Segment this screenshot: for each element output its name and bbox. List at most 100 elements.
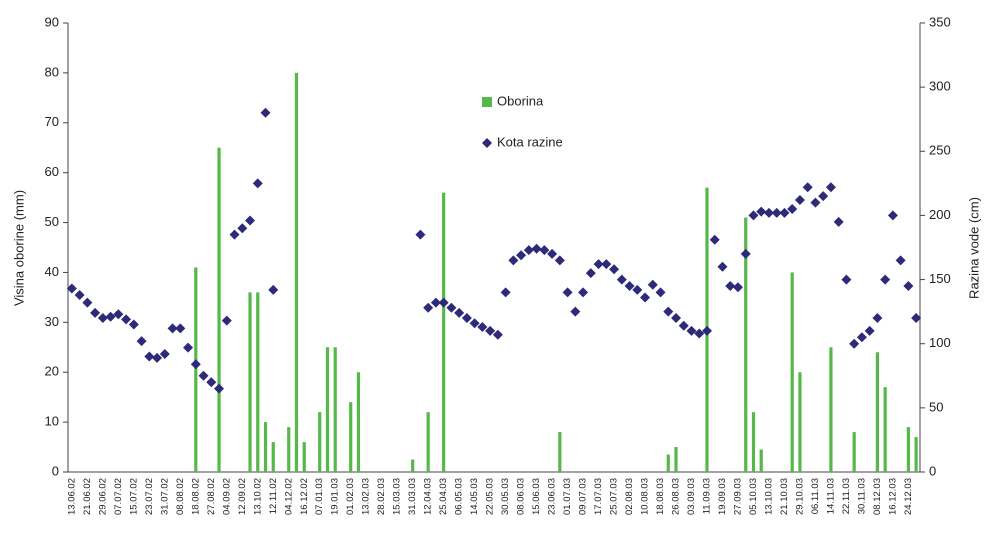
bar: [356, 372, 361, 472]
point: [237, 223, 248, 234]
x-tick-label: 02.08.03: [624, 478, 635, 515]
y-tick-label: 10: [45, 414, 59, 429]
x-tick-label: 03.09.03: [686, 478, 697, 515]
point: [903, 280, 914, 291]
point: [539, 245, 550, 256]
bar: [217, 147, 221, 472]
y2-tick-label: 100: [929, 335, 951, 350]
x-tick-label: 21.06.02: [82, 478, 93, 515]
x-tick-label: 07.01.03: [314, 478, 325, 515]
point: [748, 210, 759, 221]
bar: [263, 422, 268, 472]
x-tick-label: 25.04.03: [438, 478, 449, 515]
y-tick-label: 50: [45, 214, 59, 229]
point: [647, 279, 658, 290]
x-tick-label: 15.07.02: [128, 478, 139, 515]
x-tick-label: 31.07.02: [159, 478, 170, 515]
point: [818, 191, 829, 202]
point: [825, 182, 836, 193]
point: [66, 283, 77, 294]
point: [190, 359, 201, 370]
point: [221, 315, 232, 326]
bar: [751, 412, 756, 472]
point: [663, 306, 674, 317]
x-tick-label: 23.06.03: [547, 478, 558, 515]
point: [159, 348, 170, 359]
x-tick-label: 10.08.03: [640, 478, 651, 515]
point: [887, 210, 898, 221]
bar: [829, 347, 833, 472]
point: [430, 297, 441, 308]
x-tick-label: 01.02.03: [345, 478, 356, 515]
x-tick-label: 16.12.03: [887, 478, 898, 515]
point: [152, 352, 163, 363]
legend-label: Oborina: [497, 93, 544, 108]
point: [732, 282, 743, 293]
x-tick-label: 06.05.03: [454, 478, 465, 515]
x-tick-label: 04.09.02: [221, 478, 232, 515]
x-tick-label: 09.07.03: [578, 478, 589, 515]
point: [492, 329, 503, 340]
x-tick-label: 13.10.02: [252, 478, 263, 515]
point: [268, 284, 279, 295]
point: [128, 319, 139, 330]
y-tick-label: 70: [45, 114, 59, 129]
bar: [325, 347, 330, 472]
bar: [798, 372, 802, 472]
bar: [852, 432, 856, 472]
point: [740, 248, 751, 259]
point: [802, 182, 813, 193]
y-axis-title: Visina oborine (mm): [11, 190, 26, 306]
bar: [271, 442, 275, 472]
x-tick-label: 27.08.02: [206, 478, 217, 515]
x-tick-label: 22.11.03: [841, 478, 852, 514]
x-tick-label: 12.04.03: [423, 478, 434, 515]
x-tick-label: 08.12.03: [872, 478, 883, 515]
point: [864, 325, 875, 336]
point: [678, 320, 689, 331]
legend-marker: [482, 138, 492, 148]
point: [779, 207, 790, 218]
bar: [906, 427, 910, 472]
point: [508, 255, 519, 266]
bar: [759, 449, 763, 472]
point: [206, 377, 217, 388]
x-tick-label: 04.12.02: [283, 478, 294, 515]
bar: [666, 454, 670, 472]
point: [252, 178, 263, 189]
point: [454, 307, 465, 318]
x-tick-label: 23.07.02: [144, 478, 155, 515]
point: [175, 323, 186, 334]
point: [895, 255, 906, 266]
point: [423, 302, 434, 313]
x-tick-label: 08.06.03: [516, 478, 527, 515]
point: [632, 284, 643, 295]
x-tick-label: 18.08.02: [190, 478, 201, 515]
point: [97, 313, 108, 324]
x-tick-label: 28.02.03: [376, 478, 387, 515]
x-tick-label: 13.10.03: [763, 478, 774, 515]
bar: [287, 427, 291, 472]
bar: [883, 387, 887, 472]
point: [725, 280, 736, 291]
y2-tick-label: 50: [929, 399, 943, 414]
point: [469, 318, 480, 329]
point: [198, 370, 209, 381]
x-tick-label: 16.12.02: [299, 478, 310, 515]
point: [144, 351, 155, 362]
y-tick-label: 90: [45, 14, 59, 29]
y2-axis-title: Razina vode (cm): [966, 197, 981, 299]
point: [477, 322, 488, 333]
point: [671, 313, 682, 324]
x-tick-label: 27.09.03: [732, 478, 743, 515]
point: [593, 259, 604, 270]
point: [872, 313, 883, 324]
y-tick-label: 40: [45, 264, 59, 279]
point: [531, 243, 542, 254]
point: [833, 216, 844, 227]
y-tick-label: 80: [45, 64, 59, 79]
x-tick-label: 15.06.03: [531, 478, 542, 515]
x-tick-label: 21.10.03: [779, 478, 790, 515]
point: [686, 325, 697, 336]
